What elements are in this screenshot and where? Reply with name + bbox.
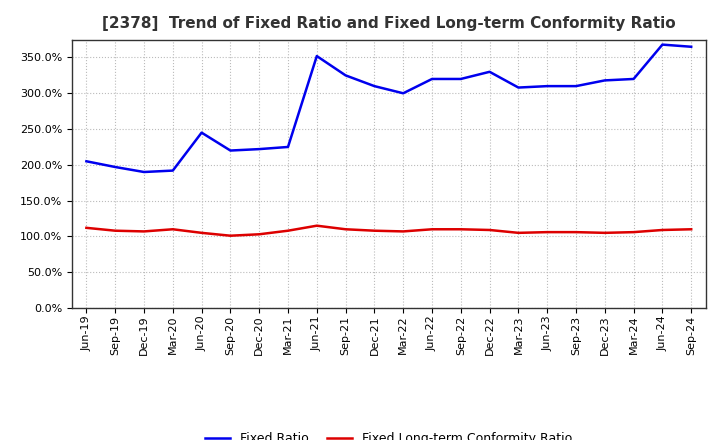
Line: Fixed Long-term Conformity Ratio: Fixed Long-term Conformity Ratio [86,226,691,236]
Title: [2378]  Trend of Fixed Ratio and Fixed Long-term Conformity Ratio: [2378] Trend of Fixed Ratio and Fixed Lo… [102,16,675,32]
Fixed Long-term Conformity Ratio [370,228,379,233]
Fixed Ratio [514,85,523,90]
Fixed Ratio [111,165,120,170]
Fixed Long-term Conformity Ratio [255,231,264,237]
Fixed Ratio [629,76,638,81]
Fixed Long-term Conformity Ratio [543,230,552,235]
Fixed Long-term Conformity Ratio [312,223,321,228]
Fixed Long-term Conformity Ratio [111,228,120,233]
Fixed Ratio [543,84,552,89]
Fixed Long-term Conformity Ratio [168,227,177,232]
Fixed Long-term Conformity Ratio [658,227,667,233]
Fixed Long-term Conformity Ratio [82,225,91,231]
Fixed Ratio [82,159,91,164]
Fixed Long-term Conformity Ratio [226,233,235,238]
Fixed Long-term Conformity Ratio [485,227,494,233]
Fixed Long-term Conformity Ratio [341,227,350,232]
Line: Fixed Ratio: Fixed Ratio [86,44,691,172]
Fixed Ratio [168,168,177,173]
Fixed Long-term Conformity Ratio [456,227,465,232]
Fixed Long-term Conformity Ratio [514,230,523,235]
Fixed Long-term Conformity Ratio [687,227,696,232]
Fixed Long-term Conformity Ratio [140,229,148,234]
Fixed Long-term Conformity Ratio [629,230,638,235]
Fixed Long-term Conformity Ratio [600,230,609,235]
Fixed Ratio [370,84,379,89]
Fixed Ratio [312,53,321,59]
Fixed Long-term Conformity Ratio [572,230,580,235]
Fixed Ratio [226,148,235,153]
Fixed Ratio [428,76,436,81]
Fixed Ratio [284,144,292,150]
Legend: Fixed Ratio, Fixed Long-term Conformity Ratio: Fixed Ratio, Fixed Long-term Conformity … [200,427,577,440]
Fixed Long-term Conformity Ratio [284,228,292,233]
Fixed Ratio [687,44,696,49]
Fixed Ratio [255,147,264,152]
Fixed Ratio [399,91,408,96]
Fixed Ratio [485,69,494,74]
Fixed Ratio [600,78,609,83]
Fixed Long-term Conformity Ratio [399,229,408,234]
Fixed Long-term Conformity Ratio [428,227,436,232]
Fixed Ratio [456,76,465,81]
Fixed Ratio [572,84,580,89]
Fixed Ratio [341,73,350,78]
Fixed Ratio [140,169,148,175]
Fixed Ratio [658,42,667,47]
Fixed Ratio [197,130,206,135]
Fixed Long-term Conformity Ratio [197,230,206,235]
